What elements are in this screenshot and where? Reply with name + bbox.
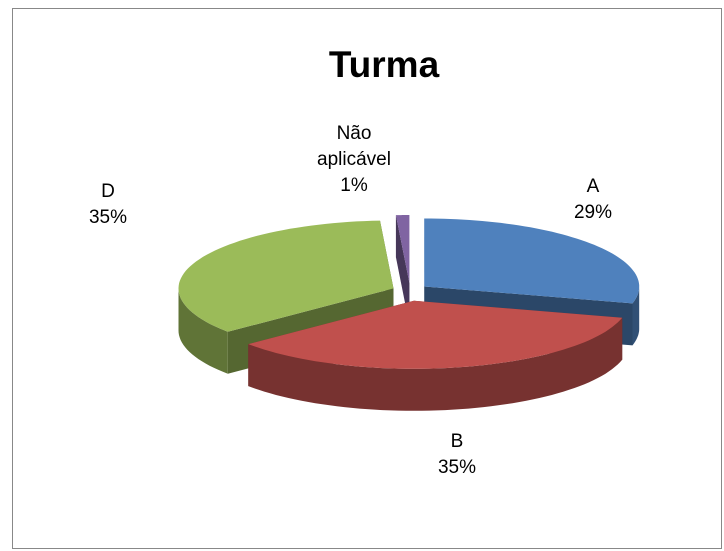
category-label: B (450, 431, 464, 452)
value-label: 35% (88, 207, 128, 228)
slice-wall (178, 288, 228, 374)
value-label: 35% (437, 457, 477, 478)
data-label: B 35% (438, 429, 476, 481)
value-label: 29% (573, 202, 613, 223)
slice-side (395, 215, 410, 326)
data-label: A 29% (574, 174, 612, 226)
pie-slice (395, 215, 410, 284)
slice-wall (248, 317, 623, 411)
data-label: Não aplicável 1% (314, 121, 394, 199)
pie-slice (424, 218, 640, 304)
category-label: Não aplicável (317, 123, 391, 170)
category-label: D (101, 181, 115, 202)
chart-title: Turma (328, 44, 440, 85)
slice-wall (632, 287, 640, 346)
category-label: A (586, 176, 600, 197)
pie-slice (178, 220, 394, 332)
data-label: D 35% (89, 179, 127, 231)
value-label: 1% (340, 175, 368, 196)
pie-slice (248, 300, 623, 369)
